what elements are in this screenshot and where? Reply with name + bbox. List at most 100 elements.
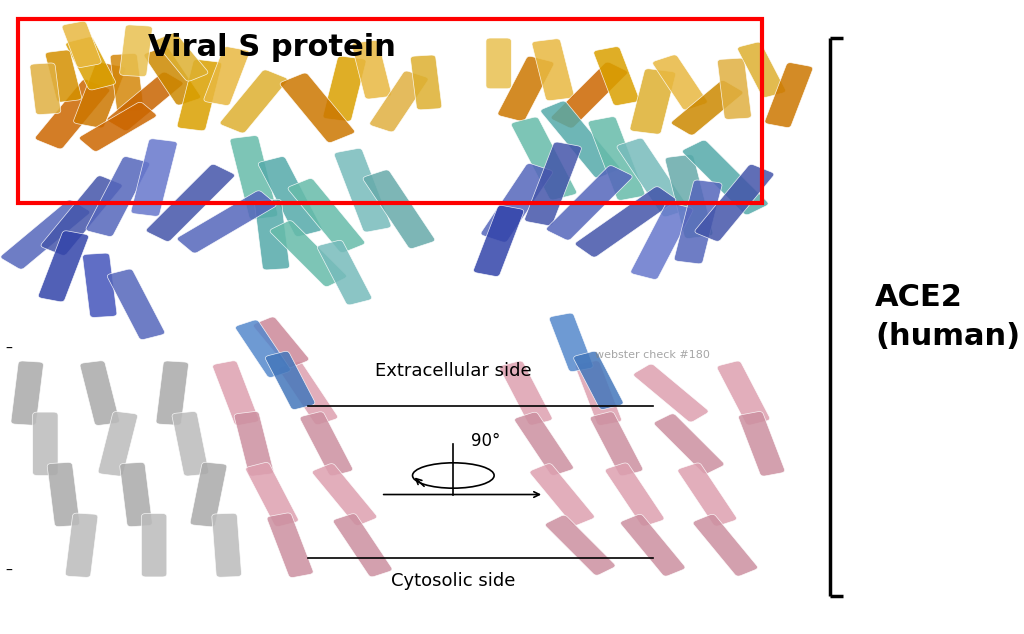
FancyBboxPatch shape xyxy=(718,58,752,119)
FancyBboxPatch shape xyxy=(47,462,80,527)
FancyBboxPatch shape xyxy=(317,240,372,305)
FancyBboxPatch shape xyxy=(120,25,153,77)
FancyBboxPatch shape xyxy=(765,63,813,127)
FancyBboxPatch shape xyxy=(666,155,713,238)
Text: webster check #180: webster check #180 xyxy=(595,350,711,360)
FancyBboxPatch shape xyxy=(144,47,201,105)
FancyBboxPatch shape xyxy=(258,157,322,236)
FancyBboxPatch shape xyxy=(30,63,60,115)
FancyBboxPatch shape xyxy=(370,71,428,132)
FancyBboxPatch shape xyxy=(38,231,89,302)
FancyBboxPatch shape xyxy=(190,462,227,527)
FancyBboxPatch shape xyxy=(177,191,276,253)
FancyBboxPatch shape xyxy=(177,60,222,131)
FancyBboxPatch shape xyxy=(738,411,784,476)
FancyBboxPatch shape xyxy=(83,253,117,318)
FancyBboxPatch shape xyxy=(156,361,188,425)
FancyBboxPatch shape xyxy=(66,513,98,578)
FancyBboxPatch shape xyxy=(230,136,278,219)
FancyBboxPatch shape xyxy=(111,53,143,112)
FancyBboxPatch shape xyxy=(737,42,785,97)
FancyBboxPatch shape xyxy=(74,62,126,128)
FancyBboxPatch shape xyxy=(11,361,43,425)
FancyBboxPatch shape xyxy=(155,33,208,81)
FancyBboxPatch shape xyxy=(35,79,110,149)
FancyBboxPatch shape xyxy=(246,462,298,527)
Text: –: – xyxy=(5,564,12,578)
Text: –: – xyxy=(5,342,12,356)
FancyBboxPatch shape xyxy=(45,50,82,102)
FancyBboxPatch shape xyxy=(486,38,511,89)
Text: 90°: 90° xyxy=(471,432,501,450)
FancyBboxPatch shape xyxy=(551,62,628,128)
FancyBboxPatch shape xyxy=(498,56,554,121)
FancyBboxPatch shape xyxy=(80,102,157,152)
FancyBboxPatch shape xyxy=(62,22,101,67)
FancyBboxPatch shape xyxy=(717,361,770,425)
FancyBboxPatch shape xyxy=(481,164,553,242)
FancyBboxPatch shape xyxy=(212,514,242,577)
FancyBboxPatch shape xyxy=(473,205,523,276)
FancyBboxPatch shape xyxy=(546,515,615,575)
FancyBboxPatch shape xyxy=(279,361,338,425)
FancyBboxPatch shape xyxy=(108,269,165,340)
FancyBboxPatch shape xyxy=(213,361,259,425)
Text: Viral S protein: Viral S protein xyxy=(148,33,396,62)
FancyBboxPatch shape xyxy=(281,73,354,143)
FancyBboxPatch shape xyxy=(220,70,288,133)
FancyBboxPatch shape xyxy=(255,199,290,270)
FancyBboxPatch shape xyxy=(678,463,736,526)
FancyBboxPatch shape xyxy=(288,179,365,252)
FancyBboxPatch shape xyxy=(695,164,774,242)
FancyBboxPatch shape xyxy=(605,463,664,526)
FancyBboxPatch shape xyxy=(267,513,313,578)
FancyBboxPatch shape xyxy=(86,157,150,236)
FancyBboxPatch shape xyxy=(172,411,209,476)
FancyBboxPatch shape xyxy=(33,412,58,476)
FancyBboxPatch shape xyxy=(411,55,441,110)
FancyBboxPatch shape xyxy=(236,320,291,377)
FancyBboxPatch shape xyxy=(98,411,137,476)
FancyBboxPatch shape xyxy=(334,148,391,232)
FancyBboxPatch shape xyxy=(312,463,377,526)
FancyBboxPatch shape xyxy=(549,313,593,372)
FancyBboxPatch shape xyxy=(300,411,352,476)
FancyBboxPatch shape xyxy=(588,117,645,200)
FancyBboxPatch shape xyxy=(265,351,314,410)
FancyBboxPatch shape xyxy=(547,165,632,240)
FancyBboxPatch shape xyxy=(573,351,624,410)
FancyBboxPatch shape xyxy=(511,117,577,200)
FancyBboxPatch shape xyxy=(120,462,153,527)
FancyBboxPatch shape xyxy=(672,81,743,135)
FancyBboxPatch shape xyxy=(682,140,768,215)
FancyBboxPatch shape xyxy=(693,514,758,576)
FancyBboxPatch shape xyxy=(364,170,435,249)
FancyBboxPatch shape xyxy=(141,514,167,577)
FancyBboxPatch shape xyxy=(352,41,391,99)
FancyBboxPatch shape xyxy=(253,317,309,368)
FancyBboxPatch shape xyxy=(108,72,183,131)
FancyBboxPatch shape xyxy=(590,411,643,476)
FancyBboxPatch shape xyxy=(634,364,709,422)
FancyBboxPatch shape xyxy=(333,514,392,577)
FancyBboxPatch shape xyxy=(617,138,688,217)
FancyBboxPatch shape xyxy=(674,180,722,264)
FancyBboxPatch shape xyxy=(131,139,177,216)
FancyBboxPatch shape xyxy=(515,412,573,476)
FancyBboxPatch shape xyxy=(524,142,582,226)
FancyBboxPatch shape xyxy=(204,47,250,105)
FancyBboxPatch shape xyxy=(631,202,693,280)
FancyBboxPatch shape xyxy=(529,463,594,526)
FancyBboxPatch shape xyxy=(621,514,685,576)
FancyBboxPatch shape xyxy=(531,39,574,101)
FancyBboxPatch shape xyxy=(323,56,366,121)
Text: Cytosolic side: Cytosolic side xyxy=(391,572,515,590)
FancyBboxPatch shape xyxy=(594,47,639,105)
FancyBboxPatch shape xyxy=(1,200,90,269)
FancyBboxPatch shape xyxy=(654,414,724,474)
FancyBboxPatch shape xyxy=(80,361,120,425)
Text: ACE2
(human): ACE2 (human) xyxy=(874,283,1020,351)
Text: Extracellular side: Extracellular side xyxy=(375,363,531,380)
FancyBboxPatch shape xyxy=(541,101,620,178)
FancyBboxPatch shape xyxy=(41,176,122,256)
